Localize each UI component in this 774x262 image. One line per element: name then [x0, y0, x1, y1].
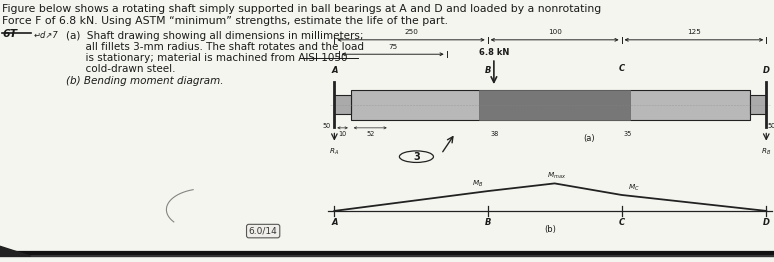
Text: 50: 50 — [323, 123, 330, 129]
Text: C: C — [618, 218, 625, 227]
Bar — [351, 90, 750, 120]
Text: 50: 50 — [768, 123, 774, 129]
Text: (a)  Shaft drawing showing all dimensions in millimeters;: (a) Shaft drawing showing all dimensions… — [66, 31, 363, 41]
Text: 10: 10 — [338, 131, 347, 137]
Text: 52: 52 — [366, 131, 375, 137]
Text: B: B — [485, 66, 491, 75]
Text: 35: 35 — [624, 131, 632, 137]
Text: (b) Bending moment diagram.: (b) Bending moment diagram. — [66, 76, 223, 86]
Text: A: A — [331, 66, 337, 75]
Text: all fillets 3-mm radius. The shaft rotates and the load: all fillets 3-mm radius. The shaft rotat… — [66, 42, 364, 52]
Text: cold-drawn steel.: cold-drawn steel. — [66, 64, 175, 74]
Text: D: D — [762, 66, 770, 75]
Text: 125: 125 — [687, 29, 700, 35]
Text: 250: 250 — [404, 29, 418, 35]
Bar — [750, 95, 766, 114]
Text: Force F of 6.8 kN. Using ASTM “minimum” strengths, estimate the life of the part: Force F of 6.8 kN. Using ASTM “minimum” … — [2, 16, 448, 26]
Text: 6.0/14: 6.0/14 — [248, 227, 278, 236]
Text: (a): (a) — [583, 134, 595, 143]
Text: 6T: 6T — [2, 29, 17, 39]
Text: 38: 38 — [490, 131, 498, 137]
Text: $M_B$: $M_B$ — [472, 179, 484, 189]
Text: A: A — [331, 218, 337, 227]
Text: (b): (b) — [544, 225, 557, 234]
Text: is stationary; material is machined from AISI 1050: is stationary; material is machined from… — [66, 53, 348, 63]
Bar — [479, 90, 630, 120]
Text: $M_C$: $M_C$ — [628, 183, 639, 193]
Text: C: C — [618, 64, 625, 73]
Text: $R_A$: $R_A$ — [329, 147, 340, 157]
Text: D: D — [762, 218, 770, 227]
Text: 75: 75 — [388, 44, 397, 50]
Bar — [334, 95, 351, 114]
Text: Figure below shows a rotating shaft simply supported in ball bearings at A and D: Figure below shows a rotating shaft simp… — [2, 4, 601, 14]
Text: $R_B$: $R_B$ — [761, 147, 772, 157]
Text: 100: 100 — [548, 29, 562, 35]
Polygon shape — [0, 246, 31, 256]
Text: B: B — [485, 218, 491, 227]
Text: 6.8 kN: 6.8 kN — [478, 48, 509, 57]
Text: ↵d↗7: ↵d↗7 — [33, 31, 58, 40]
Text: $M_{max}$: $M_{max}$ — [546, 171, 566, 181]
Text: 3: 3 — [413, 152, 420, 162]
